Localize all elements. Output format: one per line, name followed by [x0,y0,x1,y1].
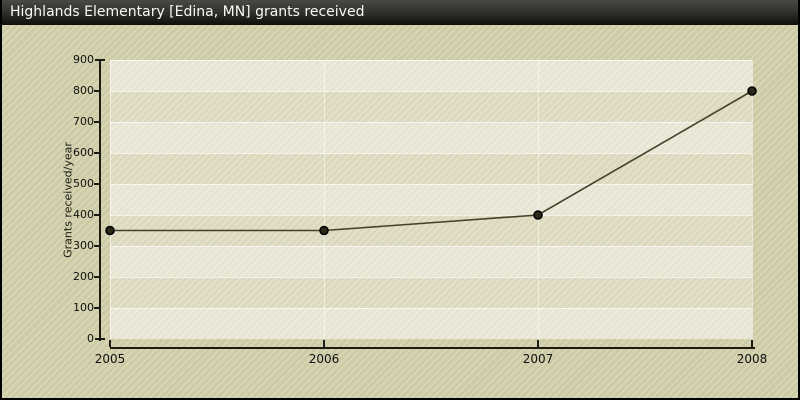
y-tick-label: 100 [73,301,94,314]
title-bar: Highlands Elementary [Edina, MN] grants … [2,0,798,25]
data-point-marker [533,210,543,220]
x-tick-mark [323,340,325,347]
y-tick-label: 700 [73,115,94,128]
y-tick-mark [95,59,105,61]
plot-area [110,60,753,339]
vertical-gridline [324,60,325,339]
y-tick-label: 800 [73,84,94,97]
data-point-marker [319,225,329,236]
y-tick-mark [94,121,99,123]
x-tick-mark [537,340,539,347]
x-tick-label: 2007 [522,352,554,366]
y-tick-label: 500 [73,177,94,190]
x-tick-label: 2006 [308,352,340,366]
y-axis-line [99,60,101,341]
data-point-marker [747,86,757,96]
y-tick-mark [94,276,99,278]
y-tick-mark [95,338,105,340]
y-tick-mark [94,214,99,216]
x-tick-label: 2008 [736,352,768,366]
y-tick-mark [94,183,99,185]
y-tick-label: 300 [73,239,94,252]
x-tick-label: 2005 [94,352,126,366]
chart-title: Highlands Elementary [Edina, MN] grants … [10,4,365,20]
y-tick-label: 400 [73,208,94,221]
y-tick-label: 200 [73,270,94,283]
y-tick-mark [94,307,99,309]
y-tick-label: 0 [87,332,94,345]
y-tick-mark [94,152,99,154]
vertical-gridline [752,60,753,339]
x-tick-mark [109,340,111,347]
data-series [105,86,757,236]
y-tick-mark [94,245,99,247]
x-axis-line [110,347,755,349]
y-tick-label: 900 [73,53,94,66]
data-line [110,90,753,232]
x-tick-mark [751,340,753,347]
y-tick-label: 600 [73,146,94,159]
vertical-gridline [538,60,539,339]
vertical-gridline [110,60,111,339]
data-point-marker [105,225,115,236]
y-tick-mark [94,90,99,92]
